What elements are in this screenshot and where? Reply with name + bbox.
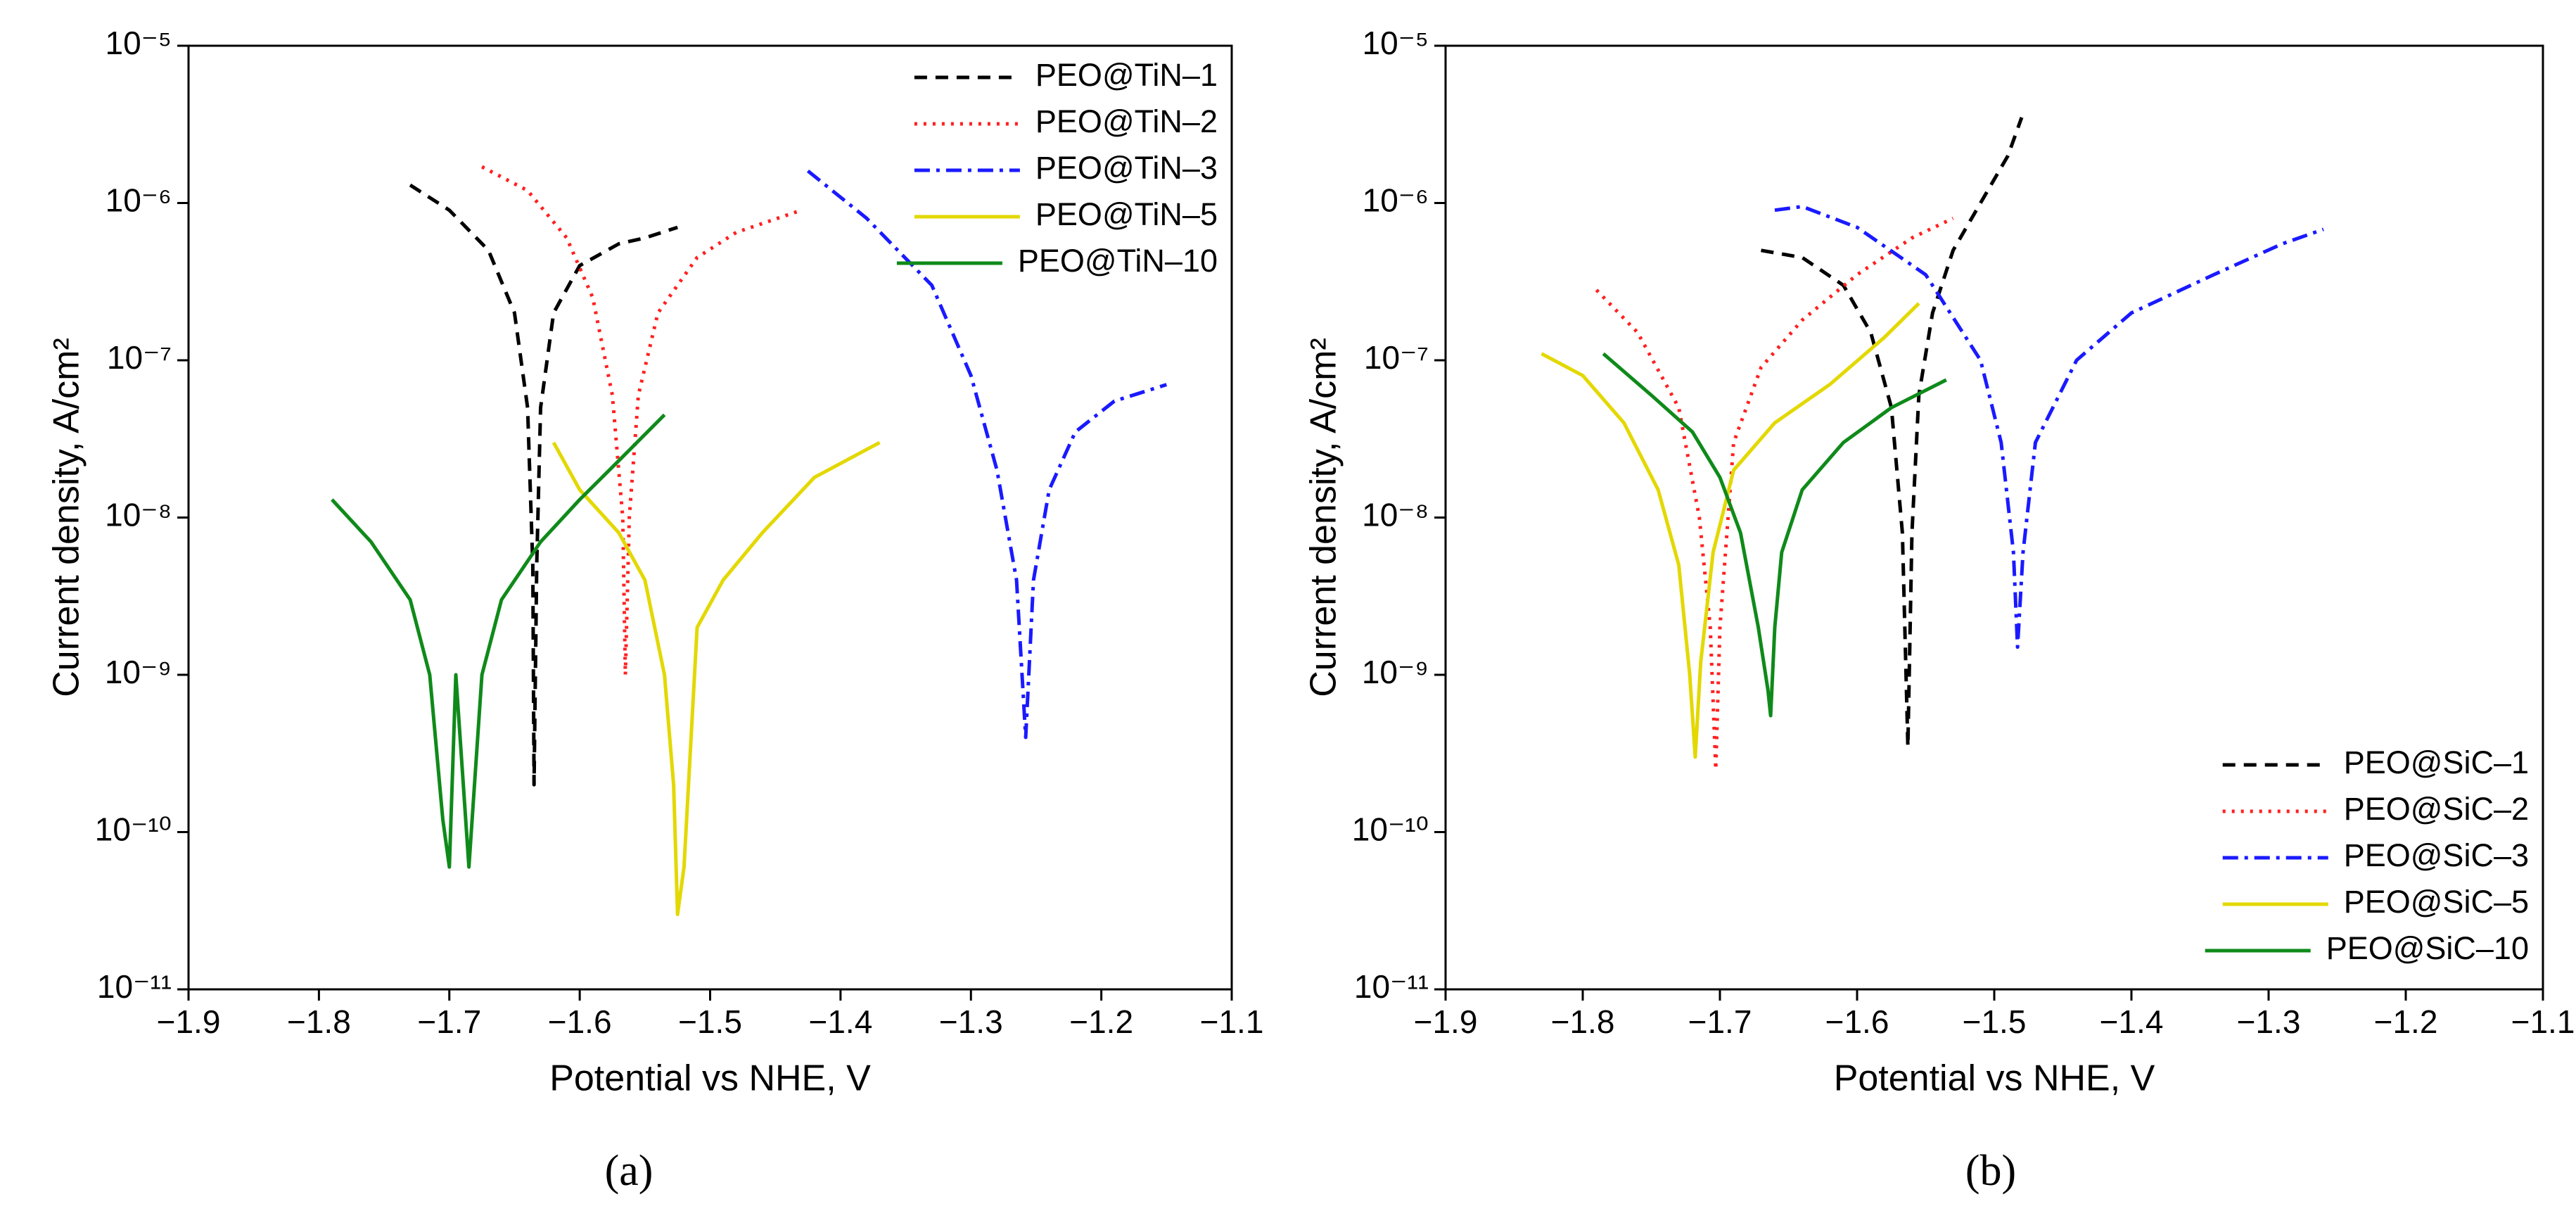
y-tick-label: 10⁻⁹ bbox=[105, 654, 172, 690]
y-tick-label: 10⁻⁵ bbox=[1362, 25, 1429, 61]
y-tick-label: 10⁻⁷ bbox=[107, 339, 172, 376]
x-tick-label: −1.6 bbox=[1825, 1003, 1889, 1040]
series-line bbox=[1602, 352, 1947, 718]
y-axis-label: Current density, A/cm² bbox=[1303, 338, 1344, 697]
x-axis-label: Potential vs NHE, V bbox=[549, 1058, 871, 1099]
series-line bbox=[1541, 302, 1920, 759]
y-tick-label: 10⁻¹¹ bbox=[97, 968, 172, 1005]
x-tick-label: −1.8 bbox=[1551, 1003, 1615, 1040]
x-tick-label: −1.5 bbox=[678, 1003, 742, 1040]
x-tick-label: −1.8 bbox=[287, 1003, 351, 1040]
x-tick-label: −1.9 bbox=[1414, 1003, 1478, 1040]
x-tick-label: −1.2 bbox=[1069, 1003, 1133, 1040]
x-tick-label: −1.3 bbox=[939, 1003, 1003, 1040]
x-tick-label: −1.9 bbox=[157, 1003, 221, 1040]
x-tick-label: −1.6 bbox=[548, 1003, 612, 1040]
y-tick-label: 10⁻⁹ bbox=[1362, 654, 1429, 690]
series-line bbox=[806, 169, 1168, 740]
x-tick-label: −1.1 bbox=[1200, 1003, 1264, 1040]
series-line bbox=[1761, 117, 2024, 749]
x-tick-label: −1.3 bbox=[2237, 1003, 2301, 1040]
x-tick-label: −1.1 bbox=[2511, 1003, 2575, 1040]
series-line bbox=[331, 413, 666, 869]
y-tick-label: 10⁻¹⁰ bbox=[95, 811, 172, 848]
legend-text: PEO@TiN–3 bbox=[1035, 150, 1218, 186]
x-tick-label: −1.4 bbox=[2100, 1003, 2164, 1040]
x-axis-label: Potential vs NHE, V bbox=[1834, 1058, 2155, 1099]
series-line bbox=[551, 440, 881, 916]
y-tick-label: 10⁻⁶ bbox=[106, 182, 172, 219]
legend-text: PEO@TiN–10 bbox=[1018, 243, 1218, 279]
caption: (a) bbox=[605, 1147, 653, 1195]
y-axis-label: Current density, A/cm² bbox=[46, 338, 87, 697]
series-line bbox=[1774, 205, 2324, 649]
series-line bbox=[1595, 216, 1954, 772]
y-tick-label: 10⁻⁶ bbox=[1363, 182, 1429, 219]
x-tick-label: −1.4 bbox=[808, 1003, 872, 1040]
y-tick-label: 10⁻¹¹ bbox=[1354, 968, 1429, 1005]
legend-text: PEO@TiN–2 bbox=[1035, 103, 1218, 139]
series-line bbox=[409, 183, 678, 787]
x-tick-label: −1.7 bbox=[1688, 1003, 1752, 1040]
y-tick-label: 10⁻⁵ bbox=[105, 25, 172, 61]
x-tick-label: −1.5 bbox=[1963, 1003, 2027, 1040]
plot-frame bbox=[187, 44, 1233, 991]
series-line bbox=[480, 165, 803, 677]
panel: −1.9 −1.8 −1.7 −1.6 −1.5 −1.4 −1.3 −1.2 −1.1 10⁻¹… bbox=[46, 25, 1264, 1195]
legend-text: PEO@SiC–2 bbox=[2344, 791, 2529, 827]
legend-text: PEO@SiC–3 bbox=[2344, 837, 2529, 873]
caption: (b) bbox=[1965, 1147, 2016, 1195]
x-tick-label: −1.7 bbox=[417, 1003, 481, 1040]
y-tick-label: 10⁻⁷ bbox=[1364, 339, 1429, 376]
y-tick-label: 10⁻⁸ bbox=[1362, 497, 1429, 533]
legend-text: PEO@SiC–1 bbox=[2344, 744, 2529, 780]
y-tick-label: 10⁻¹⁰ bbox=[1352, 811, 1429, 848]
panel: −1.9 −1.8 −1.7 −1.6 −1.5 −1.4 −1.3 −1.2 −1.1 10⁻¹… bbox=[1303, 25, 2575, 1195]
legend-text: PEO@SiC–10 bbox=[2326, 930, 2529, 966]
legend-text: PEO@TiN–1 bbox=[1035, 57, 1218, 93]
legend-text: PEO@SiC–5 bbox=[2344, 884, 2529, 920]
x-tick-label: −1.2 bbox=[2374, 1003, 2438, 1040]
y-tick-label: 10⁻⁸ bbox=[105, 497, 172, 533]
legend-text: PEO@TiN–5 bbox=[1035, 196, 1218, 232]
